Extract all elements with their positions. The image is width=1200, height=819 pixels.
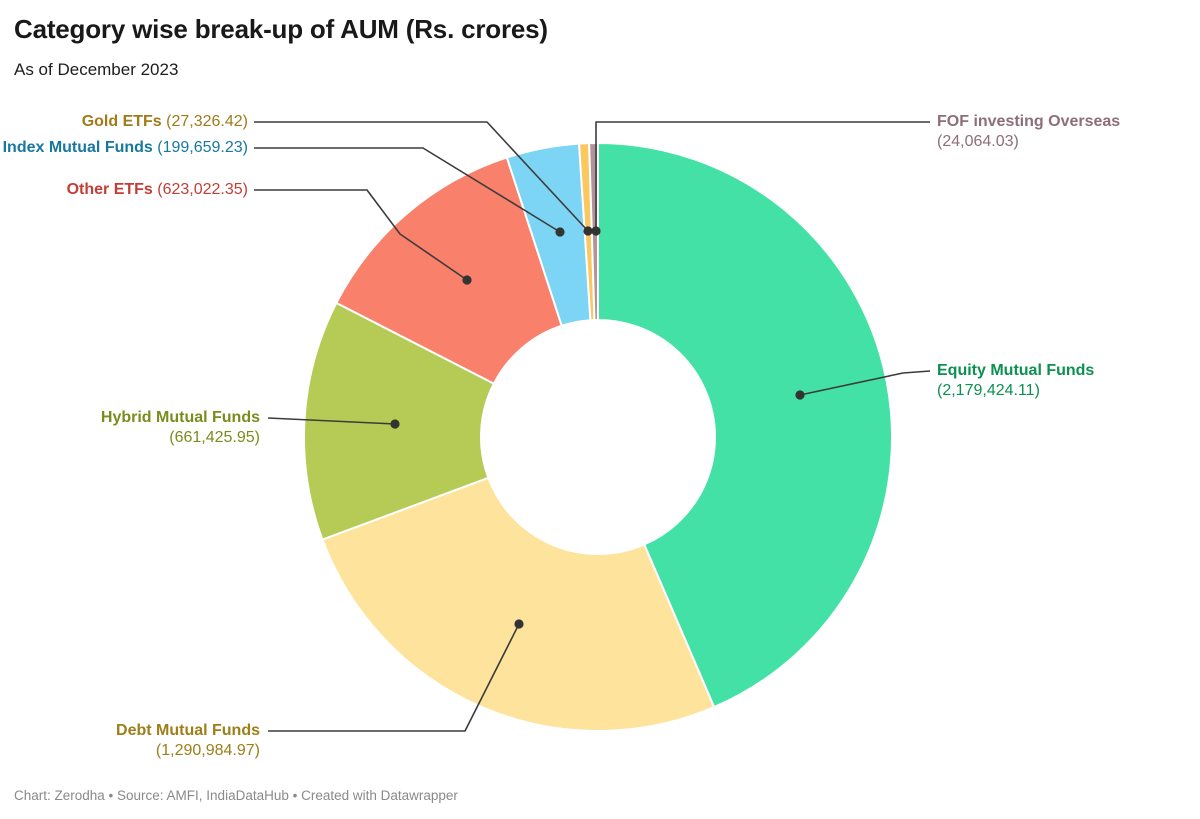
pie-slice-other-etfs[interactable] [335,156,563,385]
chart-header: Category wise break-up of AUM (Rs. crore… [14,13,548,81]
leader-dot-fof-investing-overseas [591,226,601,236]
label-debt-mutual-funds: Debt Mutual Funds (1,290,984.97) [116,721,260,761]
leader-line-index-mutual-funds [254,147,561,233]
label-text: Index Mutual Funds [2,139,153,156]
leader-dot-equity-mutual-funds [795,390,805,400]
label-gold-etfs: Gold ETFs (27,326.42) [82,112,248,132]
leader-line-fof-investing-overseas [595,121,930,231]
label-text: Gold ETFs [81,113,162,130]
label-equity-mutual-funds: Equity Mutual Funds (2,179,424.11) [937,361,1094,401]
pie-slice-equity-mutual-funds[interactable] [597,142,893,709]
label-value: (24,064.03) [937,133,1019,150]
label-value: (27,326.42) [166,113,248,130]
leader-dot-index-mutual-funds [555,227,565,237]
label-value: (2,179,424.11) [937,382,1040,399]
label-hybrid-mutual-funds: Hybrid Mutual Funds (661,425.95) [101,408,260,448]
label-value: (199,659.23) [157,139,248,156]
chart-attribution: Chart: Zerodha • Source: AMFI, IndiaData… [14,788,458,803]
leader-dot-other-etfs [462,275,472,285]
label-value: (661,425.95) [169,429,260,446]
pie-slice-debt-mutual-funds[interactable] [321,476,716,732]
leader-line-gold-etfs [254,121,589,232]
leader-line-equity-mutual-funds [799,370,931,396]
leader-line-debt-mutual-funds [268,623,520,732]
label-text: Hybrid Mutual Funds [100,409,260,426]
leader-line-other-etfs [254,189,468,281]
label-value: (623,022.35) [157,181,248,198]
page-title: Category wise break-up of AUM (Rs. crore… [14,14,548,44]
leader-dot-debt-mutual-funds [514,619,524,629]
label-fof-investing-overseas: FOF investing Overseas (24,064.03) [937,112,1120,152]
label-value: (1,290,984.97) [155,742,260,759]
leader-dot-hybrid-mutual-funds [390,419,400,429]
chart-subtitle: As of December 2023 [14,60,179,79]
label-other-etfs: Other ETFs (623,022.35) [67,180,248,200]
label-text: Other ETFs [66,181,153,198]
label-text: Equity Mutual Funds [937,362,1095,379]
label-index-mutual-funds: Index Mutual Funds (199,659.23) [3,138,248,158]
pie-slice-hybrid-mutual-funds[interactable] [303,301,495,541]
label-text: FOF investing Overseas [937,113,1121,130]
leader-dot-gold-etfs [583,226,593,236]
label-text: Debt Mutual Funds [116,722,260,739]
leader-line-hybrid-mutual-funds [267,417,396,425]
